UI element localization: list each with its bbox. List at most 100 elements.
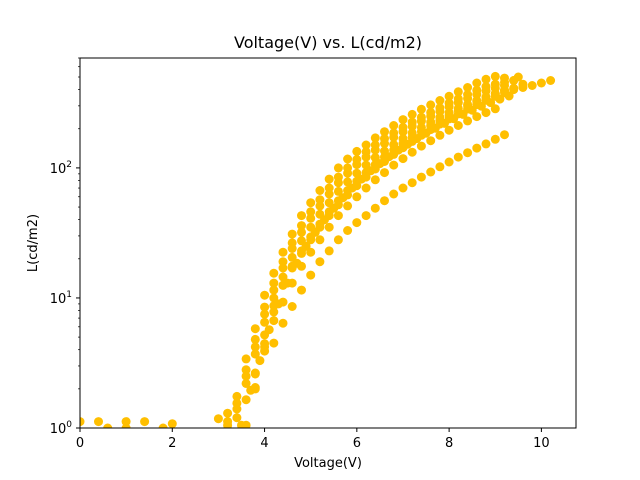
data-point xyxy=(343,226,353,235)
data-point xyxy=(407,109,417,119)
data-point xyxy=(352,160,362,170)
data-point xyxy=(370,164,380,174)
data-point xyxy=(121,423,131,428)
x-tick-label: 6 xyxy=(353,436,361,451)
data-point xyxy=(453,121,463,130)
x-tick-label: 4 xyxy=(260,436,268,451)
data-point xyxy=(121,417,131,427)
data-point xyxy=(287,302,297,311)
data-point xyxy=(463,116,473,126)
data-point xyxy=(306,198,316,208)
data-point xyxy=(416,104,426,114)
data-point xyxy=(315,257,325,267)
data-point xyxy=(306,235,316,245)
data-point xyxy=(287,263,297,273)
y-axis: 100 101 102 xyxy=(50,57,80,437)
data-point xyxy=(361,211,371,221)
data-point xyxy=(490,134,500,144)
data-point xyxy=(297,248,306,258)
data-point xyxy=(287,244,297,253)
data-point xyxy=(416,130,426,140)
plot-area xyxy=(80,71,556,428)
data-point xyxy=(269,316,279,326)
data-point xyxy=(509,85,519,95)
data-point xyxy=(297,211,306,221)
data-point xyxy=(250,334,260,344)
data-point xyxy=(389,189,399,199)
data-point xyxy=(370,145,380,155)
data-point xyxy=(269,285,279,295)
x-axis-label: Voltage(V) xyxy=(294,456,362,471)
data-point xyxy=(500,130,509,140)
data-point xyxy=(518,83,528,92)
data-point xyxy=(250,342,260,352)
data-point xyxy=(269,338,279,348)
data-point xyxy=(315,186,325,195)
data-point xyxy=(140,417,150,427)
data-point xyxy=(398,115,408,125)
data-point xyxy=(481,108,491,118)
data-point xyxy=(361,183,371,193)
x-tick-label: 2 xyxy=(168,436,176,451)
data-point xyxy=(398,143,408,153)
data-point xyxy=(361,140,371,150)
data-point xyxy=(80,417,85,427)
y-tick-label: 100 xyxy=(50,420,73,437)
data-point xyxy=(352,146,362,156)
data-point xyxy=(315,235,325,245)
data-point xyxy=(255,356,265,366)
data-point xyxy=(324,189,334,199)
data-point xyxy=(315,222,325,232)
x-axis: 0 2 4 6 8 10 xyxy=(76,428,550,451)
x-tick-label: 0 xyxy=(76,436,84,451)
data-point xyxy=(297,227,306,237)
data-point xyxy=(343,154,353,164)
data-point xyxy=(333,163,343,173)
data-point xyxy=(241,420,251,428)
data-point xyxy=(352,218,362,228)
data-point xyxy=(278,318,288,328)
data-point xyxy=(435,119,445,129)
data-point xyxy=(490,71,500,81)
data-point xyxy=(103,423,113,428)
data-point xyxy=(260,339,270,349)
data-point xyxy=(444,157,454,167)
chart-title: Voltage(V) vs. L(cd/m2) xyxy=(234,33,422,52)
data-point xyxy=(426,125,436,135)
data-point xyxy=(297,285,306,295)
data-point xyxy=(444,125,454,135)
data-point xyxy=(472,112,482,122)
data-point xyxy=(306,213,316,223)
data-point xyxy=(241,379,251,388)
data-point xyxy=(333,178,343,188)
data-point xyxy=(361,172,371,182)
data-point xyxy=(297,221,306,231)
data-point xyxy=(306,207,316,217)
series-1 xyxy=(80,71,528,428)
data-point xyxy=(324,211,334,221)
data-point xyxy=(250,349,260,359)
data-point xyxy=(453,152,463,162)
data-point xyxy=(380,196,389,206)
data-point xyxy=(426,100,436,110)
data-point xyxy=(444,91,454,101)
data-point xyxy=(416,172,426,182)
data-point xyxy=(324,174,334,184)
data-point xyxy=(352,181,362,191)
data-point xyxy=(472,78,482,88)
data-point xyxy=(324,222,334,232)
y-tick-label: 102 xyxy=(50,160,72,177)
series-8 xyxy=(250,104,500,392)
data-point xyxy=(241,354,251,364)
data-point xyxy=(490,104,500,114)
data-point xyxy=(536,78,546,88)
data-point xyxy=(426,136,436,146)
axes-frame xyxy=(79,57,577,429)
data-point xyxy=(232,404,242,414)
data-point xyxy=(389,132,399,142)
data-point xyxy=(260,317,270,327)
data-point xyxy=(94,417,103,427)
data-point xyxy=(407,136,417,146)
data-point xyxy=(260,290,270,300)
data-point xyxy=(435,162,445,172)
